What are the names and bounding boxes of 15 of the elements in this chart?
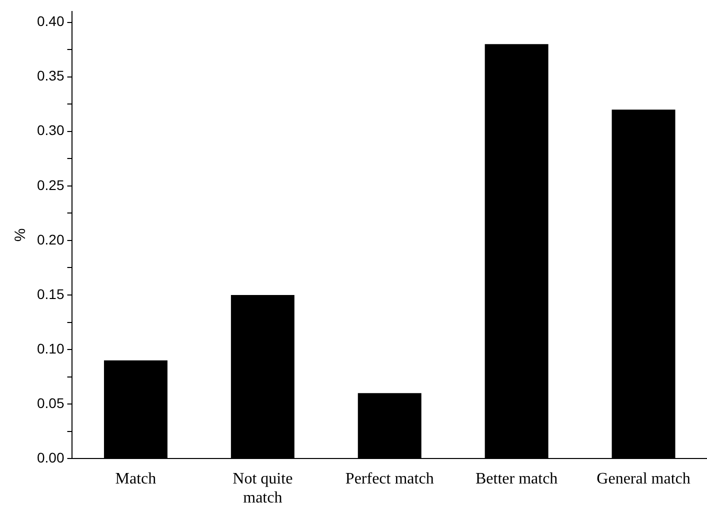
y-tick-label: 0.10 <box>37 340 64 356</box>
x-tick-label: Perfect match <box>345 470 434 488</box>
y-tick-label: 0.05 <box>37 394 64 411</box>
y-axis-title: % <box>12 228 30 242</box>
y-tick-label: 0.35 <box>37 68 64 84</box>
x-tick-label: Better match <box>475 470 558 488</box>
y-tick-label: 0.20 <box>37 231 64 248</box>
x-tick-label: Not quite match <box>232 470 293 507</box>
x-tick-label: Match <box>115 470 156 488</box>
x-tick-label: General match <box>596 470 690 488</box>
y-tick-label: 0.15 <box>37 286 64 302</box>
y-tick-label: 0.25 <box>37 176 64 193</box>
y-tick-label: 0.40 <box>37 13 64 30</box>
y-tick-label: 0.00 <box>37 449 64 466</box>
y-tick-label: 0.30 <box>37 122 64 138</box>
